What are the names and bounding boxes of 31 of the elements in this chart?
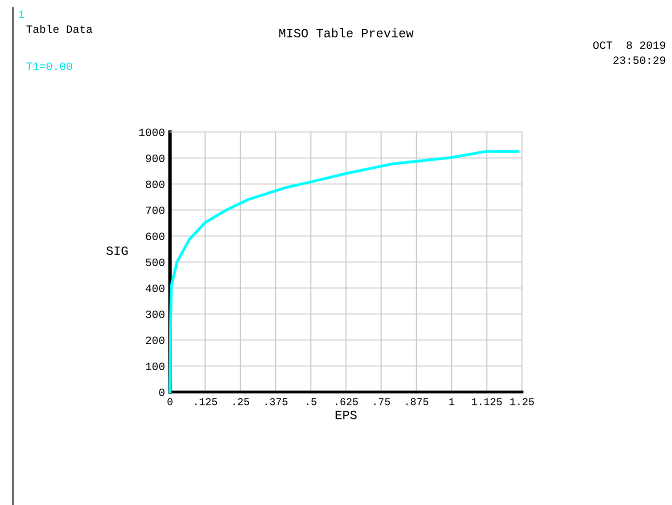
y-tick-label: 100 — [146, 362, 164, 370]
x-tick-label: .375 — [266, 398, 288, 406]
y-tick-label: 900 — [146, 154, 164, 162]
x-tick-label: .125 — [195, 398, 218, 406]
x-axis-title: EPS — [336, 410, 357, 420]
y-tick-label: 1000 — [139, 128, 164, 136]
line-series — [168, 150, 520, 394]
y-axis-title: SIG — [106, 246, 128, 255]
text: OCT 8 2019 — [593, 41, 666, 49]
chart-title: MISO Table Preview — [279, 28, 414, 38]
text: 23:50:29 — [613, 56, 666, 64]
y-tick-label: 800 — [146, 180, 164, 188]
y-tick-label: 700 — [146, 206, 164, 214]
y-tick-label: 0 — [159, 388, 164, 396]
x-tick-label: .625 — [336, 398, 358, 406]
x-tick-label: 1.125 — [472, 398, 502, 406]
y-tick-label: 600 — [146, 232, 164, 240]
y-tick-label: 200 — [146, 336, 164, 344]
y-tick-label: 300 — [146, 310, 164, 318]
x-tick-label: 0 — [168, 398, 172, 406]
x-tick-label: .25 — [234, 398, 250, 406]
x-tick-label: 1.25 — [510, 398, 534, 406]
text: T1=0.00 — [26, 62, 72, 70]
x-tick-label: 1 — [449, 398, 454, 406]
text: Table Data — [26, 24, 92, 33]
x-tick-label: .75 — [374, 398, 390, 406]
x-tick-label: .875 — [406, 398, 428, 406]
y-tick-label: 500 — [146, 258, 164, 266]
y-tick-label: 400 — [146, 284, 164, 292]
text: 1 — [18, 10, 24, 18]
x-tick-label: .5 — [307, 398, 316, 406]
